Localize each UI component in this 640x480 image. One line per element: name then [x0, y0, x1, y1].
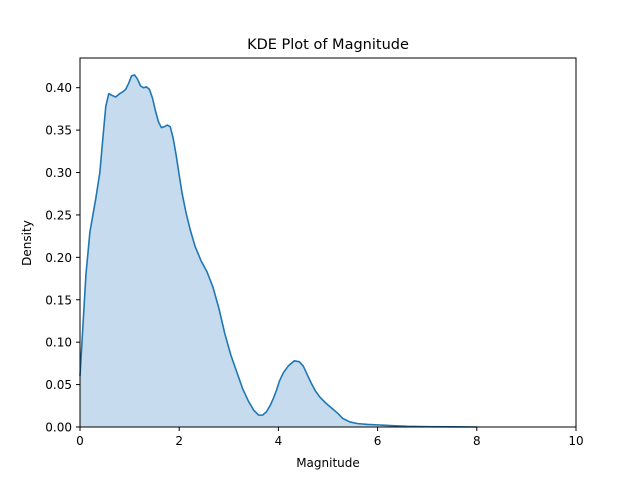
x-axis-ticks: 0 2 4 6 8 10 [76, 427, 584, 448]
x-axis-label: Magnitude [296, 456, 360, 470]
y-tick-label: 0.25 [45, 208, 72, 222]
x-tick-label: 8 [473, 434, 481, 448]
x-tick-label: 2 [175, 434, 183, 448]
x-tick-label: 10 [568, 434, 583, 448]
y-tick-label: 0.35 [45, 124, 72, 138]
y-tick-label: 0.10 [45, 336, 72, 350]
y-axis-ticks: 0.00 0.05 0.10 0.15 0.20 0.25 0.30 0.35 0.40 [45, 81, 80, 435]
x-tick-label: 6 [374, 434, 382, 448]
kde-area-fill [80, 74, 477, 427]
y-tick-label: 0.05 [45, 378, 72, 392]
y-tick-label: 0.40 [45, 81, 72, 95]
y-tick-label: 0.00 [45, 421, 72, 435]
x-tick-label: 0 [76, 434, 84, 448]
y-axis-label: Density [20, 220, 34, 266]
y-tick-label: 0.20 [45, 251, 72, 265]
plot-frame [79, 57, 577, 428]
x-tick-label: 4 [275, 434, 283, 448]
kde-line [79, 74, 477, 428]
chart-title: KDE Plot of Magnitude [247, 37, 409, 53]
y-tick-label: 0.15 [45, 293, 72, 307]
y-tick-label: 0.30 [45, 166, 72, 180]
plot-area [79, 74, 477, 428]
